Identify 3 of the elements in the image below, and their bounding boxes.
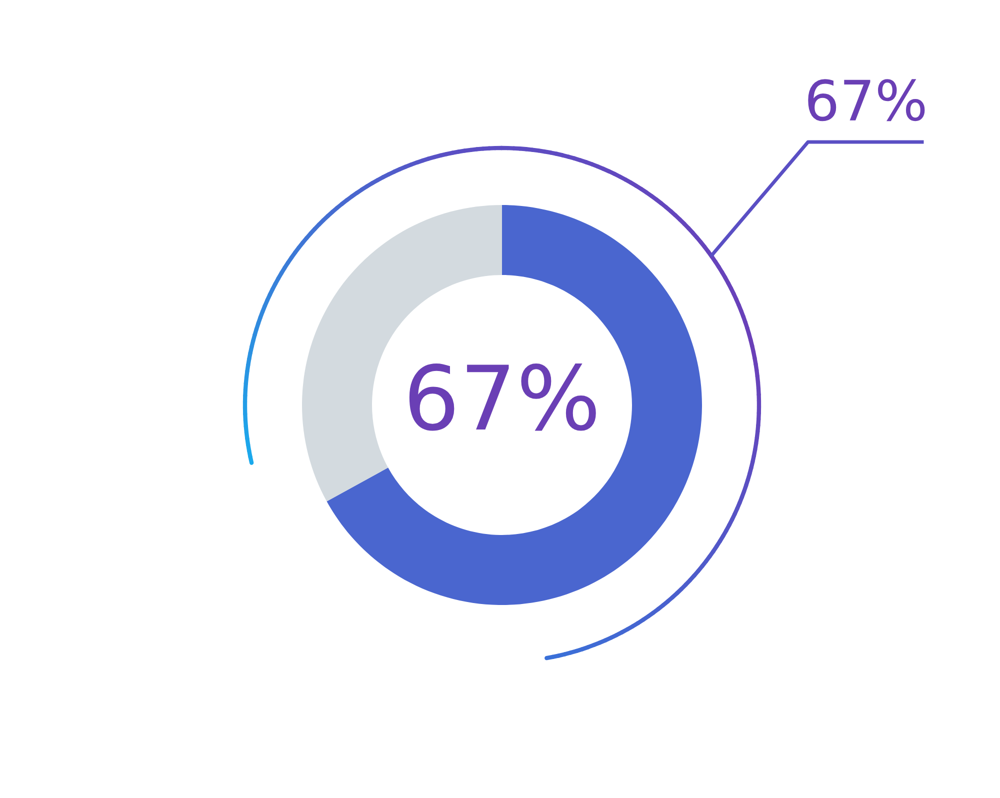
donut-slice: [326, 205, 702, 605]
text: 67%: [808, 79, 925, 122]
text: 67%: [409, 364, 596, 431]
